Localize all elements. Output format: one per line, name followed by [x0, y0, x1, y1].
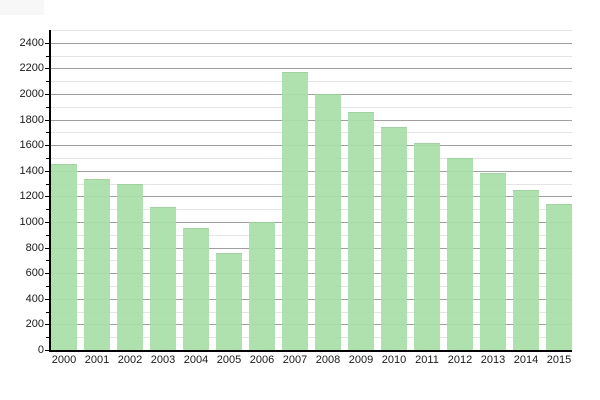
y-axis-tick	[46, 132, 50, 134]
minor-gridline	[50, 209, 572, 211]
major-gridline	[50, 298, 572, 300]
y-axis-label: 2200	[19, 62, 44, 75]
x-axis-label: 2003	[150, 354, 176, 366]
y-axis-tick	[46, 106, 50, 108]
bar-2014	[513, 190, 539, 350]
y-axis-tick	[45, 119, 50, 121]
x-axis-label: 2006	[249, 354, 275, 366]
major-gridline	[50, 273, 572, 275]
y-axis-tick	[46, 311, 50, 313]
x-axis-label: 2004	[183, 354, 209, 366]
y-axis-tick	[45, 145, 50, 147]
y-axis-label: 2400	[19, 36, 44, 49]
bar-2002	[117, 183, 143, 350]
x-axis-label: 2005	[216, 354, 242, 366]
bar-2000	[51, 164, 77, 350]
y-axis-tick	[46, 337, 50, 339]
x-axis-label: 2002	[117, 354, 143, 366]
bar-2013	[480, 173, 506, 350]
x-axis-line	[49, 350, 572, 352]
y-axis-label: 800	[25, 241, 44, 254]
y-axis-tick	[45, 273, 50, 275]
major-gridline	[50, 247, 572, 249]
y-axis-tick	[45, 222, 50, 223]
x-axis-label: 2014	[513, 354, 539, 366]
major-gridline	[50, 196, 572, 198]
minor-gridline	[50, 132, 572, 134]
bar-2001	[84, 178, 110, 350]
bar-2012	[447, 158, 473, 350]
major-gridline	[50, 119, 572, 121]
x-axis-label: 2001	[84, 354, 110, 366]
bar-2005	[216, 252, 242, 350]
corner-artifact-box	[0, 0, 44, 15]
y-axis-tick	[45, 196, 50, 198]
minor-gridline	[50, 158, 572, 159]
major-gridline	[50, 324, 572, 326]
y-axis-label: 0	[37, 344, 44, 356]
y-axis-label: 600	[25, 267, 44, 280]
y-axis-tick	[46, 209, 50, 211]
x-axis-label: 2013	[480, 354, 506, 366]
y-axis-tick	[46, 260, 50, 262]
y-axis-tick	[46, 55, 50, 57]
minor-gridline	[50, 183, 572, 185]
y-axis-tick	[45, 170, 50, 172]
major-gridline	[50, 145, 572, 147]
bar-2011	[414, 142, 440, 350]
y-axis-label: 1800	[19, 113, 44, 126]
minor-gridline	[50, 286, 572, 287]
y-axis-tick	[46, 183, 50, 185]
y-axis-tick	[46, 81, 50, 83]
minor-gridline	[50, 81, 572, 83]
bar-2006	[249, 222, 275, 350]
bar-2010	[381, 127, 407, 350]
minor-gridline	[50, 234, 572, 236]
y-axis-label: 1200	[19, 190, 44, 203]
minor-gridline	[50, 30, 572, 31]
x-axis-label: 2008	[315, 354, 341, 366]
x-axis-label: 2009	[348, 354, 374, 366]
bar-2015	[546, 204, 572, 350]
bar-2009	[348, 111, 374, 350]
y-axis-tick	[46, 158, 50, 159]
y-axis-label: 2000	[19, 88, 44, 100]
minor-gridline	[50, 260, 572, 262]
y-axis-label: 1400	[19, 164, 44, 177]
y-axis-tick	[45, 324, 50, 326]
x-axis-label: 2011	[415, 354, 439, 366]
y-axis-label: 1000	[19, 216, 44, 228]
minor-gridline	[50, 311, 572, 313]
y-axis-tick	[46, 234, 50, 236]
bar-2004	[183, 228, 209, 350]
x-axis-label: 2012	[447, 354, 473, 366]
x-axis-label: 2000	[51, 354, 77, 366]
minor-gridline	[50, 55, 572, 57]
major-gridline	[50, 94, 572, 95]
major-gridline	[50, 68, 572, 70]
y-axis-tick	[45, 298, 50, 300]
major-gridline	[50, 222, 572, 223]
y-axis-label: 1600	[19, 139, 44, 152]
y-axis-tick	[46, 286, 50, 287]
y-axis-tick	[45, 42, 50, 44]
x-axis-label: 2015	[546, 354, 572, 366]
bar-2003	[150, 206, 176, 350]
bar-2007	[282, 72, 308, 350]
y-axis-line	[49, 30, 51, 351]
y-axis-label: 400	[25, 292, 44, 305]
y-axis-tick	[45, 94, 50, 95]
y-axis-tick	[45, 350, 50, 351]
minor-gridline	[50, 106, 572, 108]
major-gridline	[50, 42, 572, 44]
minor-gridline	[50, 337, 572, 339]
y-axis-tick	[45, 68, 50, 70]
y-axis-label: 200	[25, 318, 44, 331]
x-axis-label: 2010	[381, 354, 407, 366]
major-gridline	[50, 170, 572, 172]
y-axis-tick	[45, 247, 50, 249]
x-axis-label: 2007	[282, 354, 308, 366]
bar-2008	[315, 94, 341, 350]
